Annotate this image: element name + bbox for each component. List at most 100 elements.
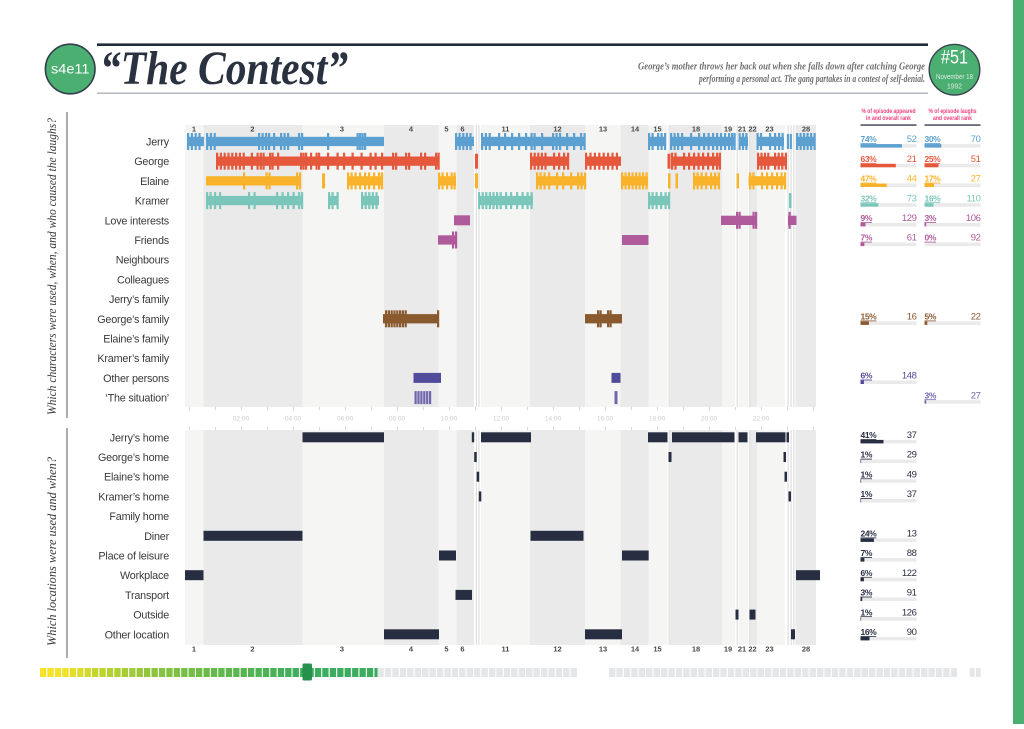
svg-text:7%: 7% [861,233,873,243]
svg-text:11: 11 [502,645,510,654]
svg-text:129: 129 [902,213,917,224]
svg-text:3: 3 [340,645,344,654]
svg-text:Jerry’s family: Jerry’s family [109,294,170,306]
svg-text:Transport: Transport [125,590,169,602]
svg-text:74%: 74% [861,134,878,144]
svg-text:122: 122 [902,568,917,579]
svg-text:Other location: Other location [105,629,170,641]
svg-text:5: 5 [444,645,448,654]
svg-text:126: 126 [902,607,917,618]
svg-text:1%: 1% [861,489,873,499]
svg-text:32%: 32% [861,193,878,203]
svg-text:06:00: 06:00 [337,415,354,422]
svg-text:in and overall rank: in and overall rank [866,115,911,122]
svg-text:41%: 41% [861,430,878,440]
svg-text:2: 2 [250,645,254,654]
svg-text:23: 23 [765,645,773,654]
svg-text:29: 29 [907,450,917,461]
svg-text:Colleagues: Colleagues [117,274,170,286]
svg-text:22: 22 [748,125,756,134]
svg-text:Which characters were used, wh: Which characters were used, when, and wh… [45,117,59,415]
svg-text:37: 37 [907,430,917,441]
svg-text:52: 52 [907,134,917,145]
svg-text:6%: 6% [861,568,873,578]
svg-text:‘The situation’: ‘The situation’ [105,393,169,405]
svg-text:92: 92 [971,233,981,244]
svg-text:08:00: 08:00 [389,415,406,422]
svg-text:47%: 47% [861,174,878,184]
svg-text:3%: 3% [925,390,937,400]
svg-text:1%: 1% [861,469,873,479]
svg-text:Outside: Outside [133,610,169,622]
svg-text:16%: 16% [925,193,942,203]
svg-text:5: 5 [444,125,448,134]
svg-text:November 18: November 18 [936,72,973,81]
svg-text:16%: 16% [861,627,878,637]
svg-text:73: 73 [907,193,917,204]
svg-text:Which locations were used and: Which locations were used and when? [45,456,59,646]
svg-text:28: 28 [802,125,810,134]
svg-text:70: 70 [971,134,981,145]
svg-text:1%: 1% [861,450,873,460]
svg-text:George’s family: George’s family [97,314,170,326]
svg-text:19: 19 [724,125,732,134]
svg-text:27: 27 [971,390,981,401]
svg-text:22: 22 [971,312,981,323]
svg-text:Elaine’s family: Elaine’s family [103,334,170,346]
svg-text:13: 13 [599,125,607,134]
svg-text:106: 106 [966,213,981,224]
svg-text:Workplace: Workplace [120,570,169,582]
svg-text:14: 14 [631,645,640,654]
svg-text:“The Contest”: “The Contest” [100,42,348,95]
svg-text:performing a personal act. The: performing a personal act. The gang part… [698,73,925,85]
svg-text:21: 21 [738,125,746,134]
svg-text:14: 14 [631,125,640,134]
svg-text:18: 18 [692,125,700,134]
svg-text:George’s home: George’s home [98,452,169,464]
svg-text:90: 90 [907,627,917,638]
svg-text:15: 15 [653,125,661,134]
svg-text:% of episode laughs: % of episode laughs [929,108,977,115]
svg-text:Diner: Diner [144,531,169,543]
svg-text:17%: 17% [925,174,942,184]
svg-text:44: 44 [907,174,917,185]
svg-text:1: 1 [192,125,196,134]
svg-text:16:00: 16:00 [597,415,614,422]
svg-text:15: 15 [653,645,661,654]
svg-text:Jerry’s home: Jerry’s home [110,432,169,444]
svg-text:27: 27 [971,174,981,185]
svg-text:1992: 1992 [947,82,962,91]
svg-text:3%: 3% [861,588,873,598]
svg-text:and overall rank: and overall rank [933,115,972,122]
svg-text:18:00: 18:00 [649,415,666,422]
svg-text:6: 6 [460,125,464,134]
svg-text:37: 37 [907,489,917,500]
svg-text:22:00: 22:00 [753,415,770,422]
svg-text:24%: 24% [861,529,878,539]
svg-text:91: 91 [907,588,917,599]
svg-text:21: 21 [907,154,917,165]
svg-text:28: 28 [802,645,810,654]
svg-text:21: 21 [738,645,746,654]
svg-text:George’s mother throws her bac: George’s mother throws her back out when… [638,61,925,73]
svg-text:6%: 6% [861,371,873,381]
svg-text:61: 61 [907,233,917,244]
svg-text:George: George [134,156,169,168]
svg-text:14:00: 14:00 [545,415,562,422]
svg-text:13: 13 [907,529,917,540]
svg-text:3%: 3% [925,213,937,223]
svg-text:11: 11 [502,125,510,134]
svg-text:12: 12 [553,645,561,654]
svg-text:Family home: Family home [109,511,169,523]
svg-text:5%: 5% [925,312,937,322]
svg-text:51: 51 [971,154,981,165]
svg-text:63%: 63% [861,154,878,164]
svg-text:2: 2 [250,125,254,134]
svg-text:13: 13 [599,645,607,654]
svg-text:12: 12 [553,125,561,134]
svg-text:7%: 7% [861,548,873,558]
svg-text:Kramer’s family: Kramer’s family [97,353,169,365]
svg-text:1%: 1% [861,607,873,617]
svg-text:Love interests: Love interests [105,215,170,227]
svg-text:% of episode appeared: % of episode appeared [862,108,916,115]
